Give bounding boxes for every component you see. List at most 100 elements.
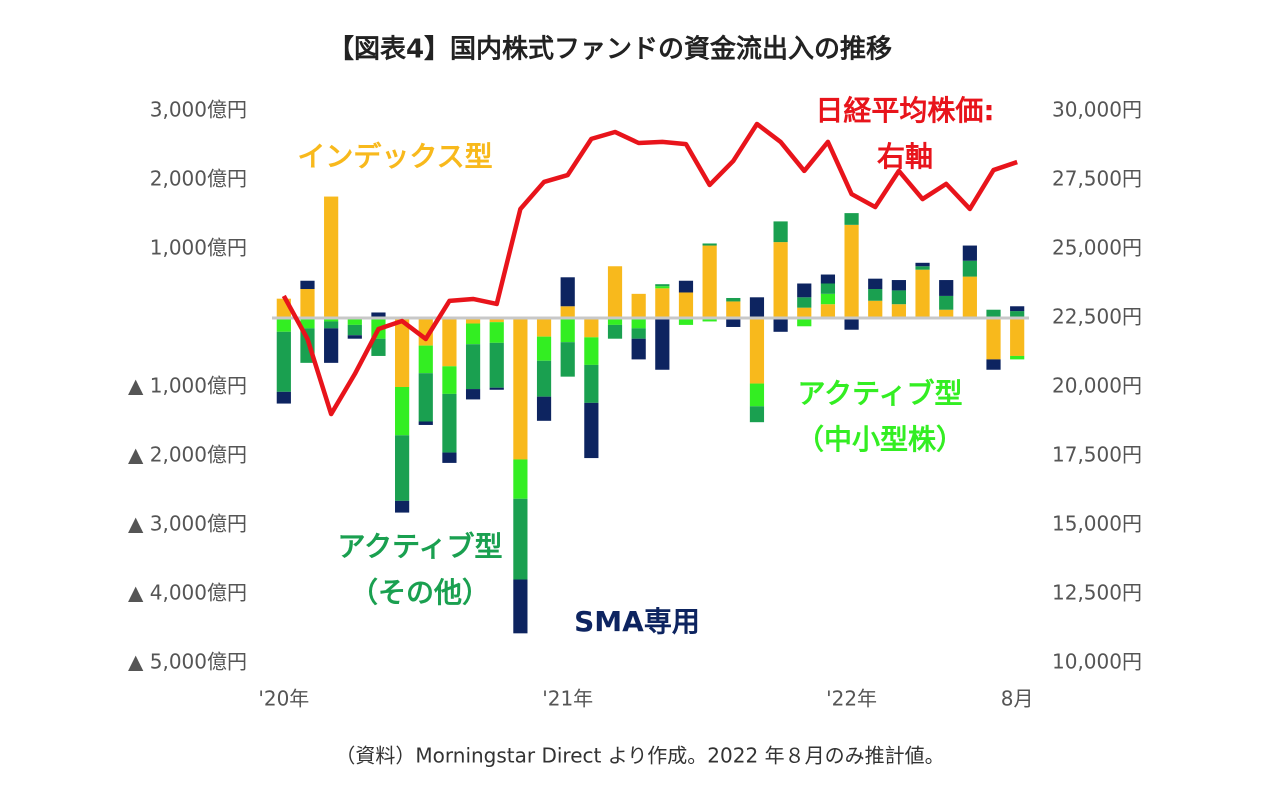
bar-segment	[489, 322, 504, 343]
bar-segment	[560, 318, 575, 343]
bar-segment	[702, 243, 717, 246]
bar-segment	[584, 402, 599, 459]
bar-segment	[1010, 355, 1025, 360]
y-tick-label: ▲ 4,000億円	[128, 581, 247, 605]
bar-segment	[418, 345, 433, 374]
legend-label: （中小型株）	[796, 423, 964, 456]
y2-tick-label: 30,000円	[1052, 98, 1142, 122]
bar-segment	[631, 328, 646, 339]
bar-segment	[749, 318, 765, 384]
bar-segment	[844, 213, 859, 225]
bar-segment	[536, 336, 552, 361]
bar-segment	[536, 318, 552, 337]
bar-segment	[276, 318, 291, 332]
bar-segment	[395, 435, 410, 501]
bar-segment	[631, 293, 646, 318]
bar-segment	[678, 318, 694, 325]
bar-segment	[939, 280, 954, 296]
line	[281, 121, 1018, 417]
bar-segment	[797, 297, 812, 308]
y2-tick-label: 10,000円	[1052, 650, 1142, 674]
y-tick-label: ▲ 1,000億円	[128, 374, 247, 398]
bar-segment	[915, 266, 930, 270]
bar-segment	[442, 452, 457, 463]
bar-segment	[465, 389, 481, 400]
legend-label: SMA専用	[574, 605, 700, 638]
bar-segment	[347, 318, 362, 325]
bar-segment	[536, 360, 552, 397]
bar-segment	[584, 337, 599, 365]
bar-segment	[749, 406, 765, 423]
bar-segment	[797, 318, 812, 327]
bar-segment	[726, 301, 741, 318]
bar-segment	[513, 459, 528, 499]
bar-segment	[1010, 311, 1025, 318]
bar-segment	[584, 364, 599, 403]
bar-segment	[702, 318, 717, 322]
chart-title: 【図表4】国内株式ファンドの資金流出入の推移	[328, 34, 892, 65]
x-tick-label: '20年	[258, 687, 309, 711]
bar-segment	[300, 289, 315, 318]
bar-segment	[986, 359, 1001, 370]
y-tick-label: ▲ 5,000億円	[128, 650, 247, 674]
y2-tick-label: 27,500円	[1052, 167, 1142, 191]
bar-segment	[607, 324, 623, 339]
bar-segment	[276, 391, 291, 404]
bar-segment	[560, 342, 575, 377]
bar-segment	[891, 280, 906, 291]
bar-segment	[891, 290, 906, 305]
y2-tick-label: 22,500円	[1052, 305, 1142, 329]
bar-segment	[962, 260, 977, 277]
bar-segment	[962, 245, 977, 261]
bar-segment	[868, 278, 883, 290]
bar-segment	[678, 280, 694, 293]
bar-segment	[607, 266, 623, 318]
bar-segment	[986, 318, 1001, 360]
bar-segment	[465, 323, 481, 345]
bar-segment	[655, 284, 670, 287]
bar-segment	[655, 318, 670, 370]
bar-segment	[915, 269, 930, 318]
bar-segment	[442, 393, 457, 453]
bar-segment	[371, 338, 386, 356]
bar-segment	[371, 312, 386, 318]
y2-tick-label: 12,500円	[1052, 581, 1142, 605]
y2-tick-label: 15,000円	[1052, 512, 1142, 536]
bar-segment	[442, 366, 457, 394]
legend-label: 右軸	[877, 140, 933, 173]
bar-segment	[607, 318, 623, 325]
source-note: （資料）Morningstar Direct より作成。2022 年８月のみ推計…	[335, 744, 944, 768]
bar-segment	[797, 307, 812, 318]
bar-segment	[395, 500, 410, 513]
bar-segment	[513, 579, 528, 634]
bar-segment	[324, 321, 339, 329]
y-tick-label: 3,000億円	[150, 98, 247, 122]
y-tick-label: 1,000億円	[150, 236, 247, 260]
bar-segment	[395, 318, 410, 387]
bar-segment	[797, 283, 812, 298]
bar-segment	[962, 276, 977, 318]
bar-segment	[560, 277, 575, 307]
y-tick-label: 2,000億円	[150, 167, 247, 191]
bar-segment	[395, 387, 410, 436]
bar-segment	[726, 318, 741, 327]
bar-segment	[891, 304, 906, 318]
y2-tick-label: 25,000円	[1052, 236, 1142, 260]
bar-segment	[513, 498, 528, 580]
bar-segment	[276, 331, 291, 392]
bar-segment	[820, 274, 836, 284]
bar-segment	[347, 335, 362, 339]
bar-segment	[1010, 318, 1025, 356]
bar-segment	[655, 286, 670, 289]
bar-segment	[868, 289, 883, 301]
bar-segment	[347, 324, 362, 336]
bar-segment	[324, 318, 339, 322]
bar-segment	[489, 318, 504, 323]
y-tick-label: ▲ 2,000億円	[128, 443, 247, 467]
bar-segment	[655, 288, 670, 318]
bar-segment	[324, 328, 339, 363]
bar-segment	[773, 318, 788, 332]
bar-segment	[418, 421, 433, 425]
